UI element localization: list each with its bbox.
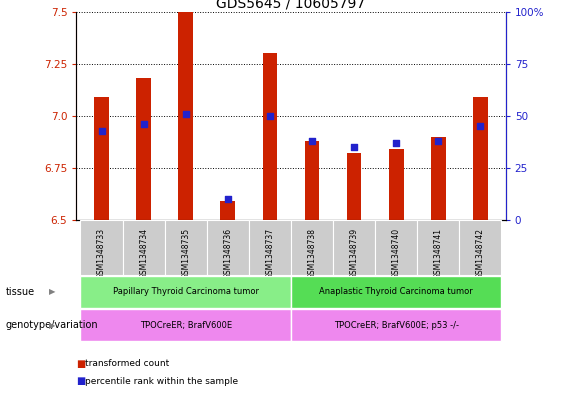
Point — [350, 144, 359, 150]
Text: GSM1348739: GSM1348739 — [350, 228, 359, 279]
Bar — [291, 309, 502, 341]
Bar — [459, 220, 502, 275]
Bar — [207, 220, 249, 275]
Bar — [375, 220, 418, 275]
Point — [434, 138, 443, 144]
Bar — [123, 220, 164, 275]
Text: GSM1348733: GSM1348733 — [97, 228, 106, 279]
Bar — [431, 137, 446, 220]
Bar — [305, 141, 319, 220]
Text: percentile rank within the sample: percentile rank within the sample — [85, 377, 238, 386]
Text: ▶: ▶ — [49, 321, 55, 330]
Text: Papillary Thyroid Carcinoma tumor: Papillary Thyroid Carcinoma tumor — [113, 287, 259, 296]
Bar — [263, 53, 277, 220]
Bar — [94, 97, 109, 220]
Text: ■: ■ — [76, 358, 85, 369]
Text: GSM1348737: GSM1348737 — [266, 228, 275, 279]
Bar — [80, 309, 291, 341]
Text: GSM1348734: GSM1348734 — [139, 228, 148, 279]
Bar — [418, 220, 459, 275]
Point — [392, 140, 401, 146]
Bar — [333, 220, 375, 275]
Bar — [249, 220, 291, 275]
Text: GSM1348738: GSM1348738 — [307, 228, 316, 279]
Bar — [80, 276, 291, 308]
Point — [181, 111, 190, 117]
Point — [223, 196, 232, 202]
Text: transformed count: transformed count — [85, 359, 169, 368]
Text: Anaplastic Thyroid Carcinoma tumor: Anaplastic Thyroid Carcinoma tumor — [319, 287, 473, 296]
Point — [139, 121, 148, 127]
Bar — [80, 220, 123, 275]
Text: GSM1348742: GSM1348742 — [476, 228, 485, 279]
Text: GSM1348735: GSM1348735 — [181, 228, 190, 279]
Text: genotype/variation: genotype/variation — [6, 320, 98, 330]
Point — [476, 123, 485, 130]
Bar — [389, 149, 403, 220]
Bar — [347, 153, 362, 220]
Text: TPOCreER; BrafV600E; p53 -/-: TPOCreER; BrafV600E; p53 -/- — [334, 321, 459, 330]
Point — [97, 127, 106, 134]
Text: GSM1348740: GSM1348740 — [392, 228, 401, 279]
Text: GSM1348736: GSM1348736 — [223, 228, 232, 279]
Text: tissue: tissue — [6, 287, 35, 297]
Text: ■: ■ — [76, 376, 85, 386]
Bar — [291, 220, 333, 275]
Text: ▶: ▶ — [49, 287, 55, 296]
Text: GSM1348741: GSM1348741 — [434, 228, 443, 279]
Bar — [291, 276, 502, 308]
Text: TPOCreER; BrafV600E: TPOCreER; BrafV600E — [140, 321, 232, 330]
Title: GDS5645 / 10605797: GDS5645 / 10605797 — [216, 0, 366, 11]
Bar — [473, 97, 488, 220]
Point — [266, 113, 275, 119]
Bar — [164, 220, 207, 275]
Bar — [136, 79, 151, 220]
Bar — [220, 201, 235, 220]
Point — [307, 138, 316, 144]
Bar — [179, 12, 193, 220]
